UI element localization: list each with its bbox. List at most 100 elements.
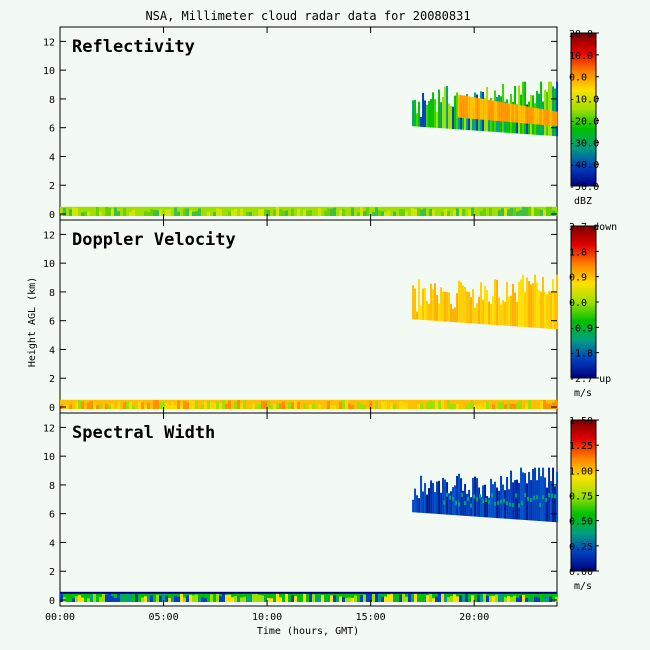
surface-echo [471, 207, 474, 216]
surface-echo [75, 596, 78, 602]
cloud-core [482, 499, 485, 504]
x-tick-label: 20:00 [459, 612, 489, 623]
surface-echo [351, 597, 354, 602]
cloud-echo [440, 287, 443, 322]
surface-echo [279, 208, 282, 216]
surface-echo [450, 595, 453, 602]
cloud-echo [432, 92, 435, 128]
surface-echo [426, 402, 429, 409]
cloud-echo [476, 303, 479, 324]
cloud-echo [540, 291, 543, 329]
surface-echo [117, 401, 120, 409]
cloud-core [521, 501, 524, 506]
surface-echo [189, 594, 192, 602]
surface-echo [528, 206, 531, 216]
surface-echo [171, 401, 174, 409]
surface-echo [171, 596, 174, 602]
surface-echo [342, 597, 345, 602]
surface-echo [369, 208, 372, 216]
surface-echo [381, 596, 384, 602]
cloud-echo [548, 290, 551, 329]
surface-echo [336, 208, 339, 216]
surface-echo [174, 207, 177, 216]
colorbar-tick-label: 1.8 [569, 247, 587, 258]
surface-echo [189, 210, 192, 216]
cloud-echo [414, 99, 417, 127]
surface-echo [186, 595, 189, 602]
surface-echo [222, 400, 225, 409]
cloud-core [543, 109, 546, 126]
cloud-core [517, 105, 520, 123]
surface-echo [354, 208, 357, 216]
cloud-echo [484, 484, 487, 518]
cloud-echo [412, 285, 415, 320]
surface-echo [474, 404, 477, 409]
surface-echo [240, 597, 243, 602]
surface-echo [102, 593, 105, 602]
surface-echo [168, 405, 171, 409]
surface-echo [324, 593, 327, 602]
surface-echo [207, 211, 210, 216]
cloud-echo [432, 289, 435, 321]
cloud-echo [522, 472, 525, 520]
surface-echo [159, 209, 162, 216]
surface-echo [465, 404, 468, 409]
cloud-echo [546, 294, 549, 329]
cloud-echo [480, 282, 483, 324]
y-tick-label: 8 [49, 95, 55, 106]
x-tick-label: 15:00 [356, 612, 386, 623]
surface-echo [486, 401, 489, 409]
cloud-echo [500, 476, 503, 519]
surface-echo [390, 207, 393, 216]
surface-echo [492, 404, 495, 409]
cloud-core [465, 95, 468, 119]
surface-echo [495, 594, 498, 602]
cloud-core [553, 111, 556, 126]
surface-echo [528, 598, 531, 602]
surface-echo [123, 402, 126, 409]
surface-echo [387, 210, 390, 216]
surface-echo [225, 594, 228, 602]
surface-echo [135, 211, 138, 216]
cloud-core [458, 502, 461, 507]
surface-echo [114, 400, 117, 409]
cloud-echo [554, 486, 557, 523]
cloud-echo [540, 476, 543, 522]
cloud-echo [500, 304, 503, 326]
surface-echo [264, 401, 267, 409]
surface-echo [303, 593, 306, 602]
surface-echo [504, 597, 507, 602]
surface-echo [213, 596, 216, 602]
cloud-echo [506, 476, 509, 519]
cloud-echo [482, 299, 485, 325]
cloud-echo [536, 282, 539, 328]
surface-echo [363, 211, 366, 216]
surface-echo [447, 211, 450, 216]
cloud-echo [510, 470, 513, 520]
cloud-echo [426, 104, 429, 128]
cloud-core [545, 497, 548, 502]
colorbar-tick-label: -10.0 [569, 95, 599, 106]
cloud-echo [472, 477, 475, 517]
surface-echo [198, 597, 201, 602]
surface-echo [309, 404, 312, 409]
surface-echo [441, 211, 444, 216]
surface-echo [255, 592, 258, 602]
surface-echo [417, 596, 420, 602]
surface-echo [327, 208, 330, 216]
surface-echo [234, 208, 237, 216]
surface-echo [306, 594, 309, 602]
surface-echo [495, 405, 498, 409]
surface-echo [207, 592, 210, 602]
cloud-echo [446, 86, 449, 129]
surface-echo [540, 400, 543, 409]
cloud-echo [542, 276, 545, 329]
cloud-echo [550, 81, 553, 136]
surface-echo [405, 402, 408, 409]
colorbar [570, 419, 597, 572]
colorbar-unit: m/s [574, 581, 592, 592]
cloud-echo [434, 283, 437, 321]
cloud-core [491, 100, 494, 121]
surface-echo [81, 212, 84, 216]
cloud-echo [548, 81, 551, 136]
